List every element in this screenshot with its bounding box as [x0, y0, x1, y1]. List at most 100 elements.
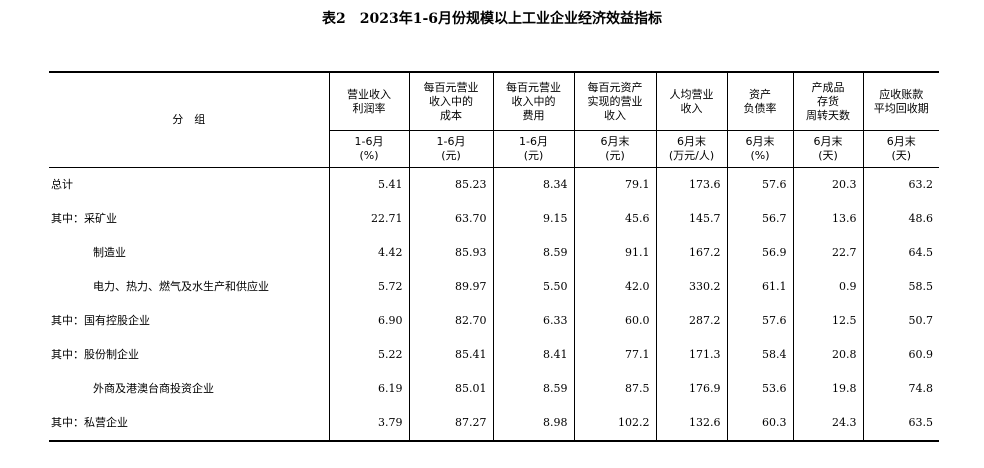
column-header: 每百元资产 实现的营业 收入: [573, 71, 656, 131]
header-line: 6月末: [886, 135, 916, 148]
table-title: 表2 2023年1-6月份规模以上工业企业经济效益指标: [322, 11, 662, 27]
table-cell: 5.41: [328, 167, 409, 202]
table-cell: 132.6: [655, 406, 727, 442]
table-cell: 173.6: [655, 167, 727, 202]
table-row: 制造业 4.42 85.93 8.59 91.1 167.2 56.9 22.7 64.5: [49, 236, 939, 270]
column-period: 6月末 (万元/人): [655, 130, 727, 168]
column-header: 每百元营业 收入中的 成本: [408, 71, 493, 131]
header-line: 收入: [604, 108, 626, 122]
table-cell: 50.7: [862, 304, 939, 338]
table-cell: 4.42: [328, 236, 409, 270]
table-cell: 57.6: [726, 167, 793, 202]
table-row: 其中：股份制企业 5.22 85.41 8.41 77.1 171.3 58.4 20.8 60…: [49, 338, 939, 372]
header-line: 收入: [680, 101, 703, 115]
table-cell: 85.93: [408, 236, 493, 270]
table-cell: 85.23: [408, 167, 493, 202]
table-cell: 8.59: [492, 236, 574, 270]
table-cell: 77.1: [573, 338, 656, 372]
column-header: 人均营业 收入: [655, 71, 727, 131]
table-row: 电力、热力、燃气及水生产和供应业 5.72 89.97 5.50 42.0 330.2 61…: [49, 270, 939, 304]
column-header: 资产 负债率: [726, 71, 793, 131]
indicator-table: 分 组 营业收入 利润率 每百元营业 收入中的 成本 每百元营业 收入中的 费用 每百元资…: [49, 71, 939, 442]
table-cell: 6.33: [492, 304, 574, 338]
table-cell: 19.8: [792, 372, 863, 406]
header-line: 1-6月: [354, 135, 384, 148]
header-line: 应收账款: [879, 87, 924, 101]
column-period: 1-6月 (元): [408, 130, 493, 168]
header-line: (万元/人): [668, 149, 715, 162]
row-label: 其中：私营企业: [49, 406, 329, 442]
column-header: 应收账款 平均回收期: [862, 71, 939, 131]
table-cell: 8.59: [492, 372, 574, 406]
table-cell: 24.3: [792, 406, 863, 442]
table-cell: 12.5: [792, 304, 863, 338]
table-cell: 8.34: [492, 167, 574, 202]
table-cell: 89.97: [408, 270, 493, 304]
row-label: 其中：股份制企业: [51, 348, 139, 361]
row-label: 其中：国有控股企业: [51, 314, 150, 327]
header-line: 1-6月: [436, 135, 466, 148]
header-line: (元): [523, 149, 544, 162]
header-row-periods: 1-6月 (%) 1-6月 (元) 1-6月 (元) 6月末 (元) 6月末 (万元/人)…: [49, 130, 939, 168]
header-line: 平均回收期: [873, 101, 929, 115]
table-cell: 45.6: [573, 202, 656, 236]
header-line: 资产: [749, 87, 771, 101]
row-label: 电力、热力、燃气及水生产和供应业: [93, 280, 269, 293]
table-cell: 56.9: [726, 236, 793, 270]
table-cell: 22.7: [792, 236, 863, 270]
table-cell: 58.4: [726, 338, 793, 372]
table-cell: 60.9: [862, 338, 939, 372]
table-cell: 6.90: [328, 304, 409, 338]
header-line: 1-6月: [519, 135, 548, 148]
header-line: 周转天数: [806, 108, 850, 122]
column-period: 1-6月 (%): [328, 130, 409, 168]
table-cell: 61.1: [726, 270, 793, 304]
table-row: 其中：采矿业 22.71 63.70 9.15 45.6 145.7 56.7 13.6 48.…: [49, 202, 939, 236]
table-cell: 57.6: [726, 304, 793, 338]
group-header: 分 组: [49, 71, 329, 168]
table-cell: 0.9: [792, 270, 863, 304]
table-cell: 79.1: [573, 167, 656, 202]
table-cell: 48.6: [862, 202, 939, 236]
header-line: 利润率: [352, 101, 386, 115]
table-cell: 53.6: [726, 372, 793, 406]
table-cell: 8.98: [492, 406, 574, 442]
table-body: 总计 5.41 85.23 8.34 79.1 173.6 57.6 20.3 63.2 其中：采…: [49, 167, 939, 442]
column-period: 6月末 (%): [726, 130, 793, 168]
table-cell: 8.41: [492, 338, 574, 372]
table-cell: 87.27: [408, 406, 493, 442]
table-cell: 63.5: [862, 406, 939, 442]
header-line: (天): [891, 149, 912, 162]
table-cell: 85.01: [408, 372, 493, 406]
table-cell: 13.6: [792, 202, 863, 236]
table-cell: 91.1: [573, 236, 656, 270]
header-line: 费用: [522, 108, 545, 122]
table-row: 其中：国有控股企业 6.90 82.70 6.33 60.0 287.2 57.6 12.5 5…: [49, 304, 939, 338]
header-line: 每百元营业: [506, 80, 561, 94]
table-row: 总计 5.41 85.23 8.34 79.1 173.6 57.6 20.3 63.2: [49, 167, 939, 202]
header-line: 收入中的: [511, 94, 556, 108]
table-cell: 3.79: [328, 406, 409, 442]
table-cell: 85.41: [408, 338, 493, 372]
table-cell: 82.70: [408, 304, 493, 338]
table-cell: 5.50: [492, 270, 574, 304]
table-cell: 171.3: [655, 338, 727, 372]
table-cell: 42.0: [573, 270, 656, 304]
table-cell: 87.5: [573, 372, 656, 406]
table-cell: 63.70: [408, 202, 493, 236]
table-cell: 145.7: [655, 202, 727, 236]
header-line: (元): [605, 149, 625, 162]
row-label: 外商及港澳台商投资企业: [93, 382, 214, 395]
table-cell: 6.19: [328, 372, 409, 406]
header-line: 每百元营业: [423, 80, 479, 94]
table-cell: 167.2: [655, 236, 727, 270]
header-line: 收入中的: [429, 94, 473, 108]
table-cell: 176.9: [655, 372, 727, 406]
header-line: 成本: [440, 108, 462, 122]
column-header: 营业收入 利润率: [328, 71, 409, 131]
header-line: 每百元资产: [587, 80, 643, 94]
table-cell: 5.72: [328, 270, 409, 304]
table-cell: 60.3: [726, 406, 793, 442]
column-period: 6月末 (天): [862, 130, 939, 168]
table-cell: 56.7: [726, 202, 793, 236]
